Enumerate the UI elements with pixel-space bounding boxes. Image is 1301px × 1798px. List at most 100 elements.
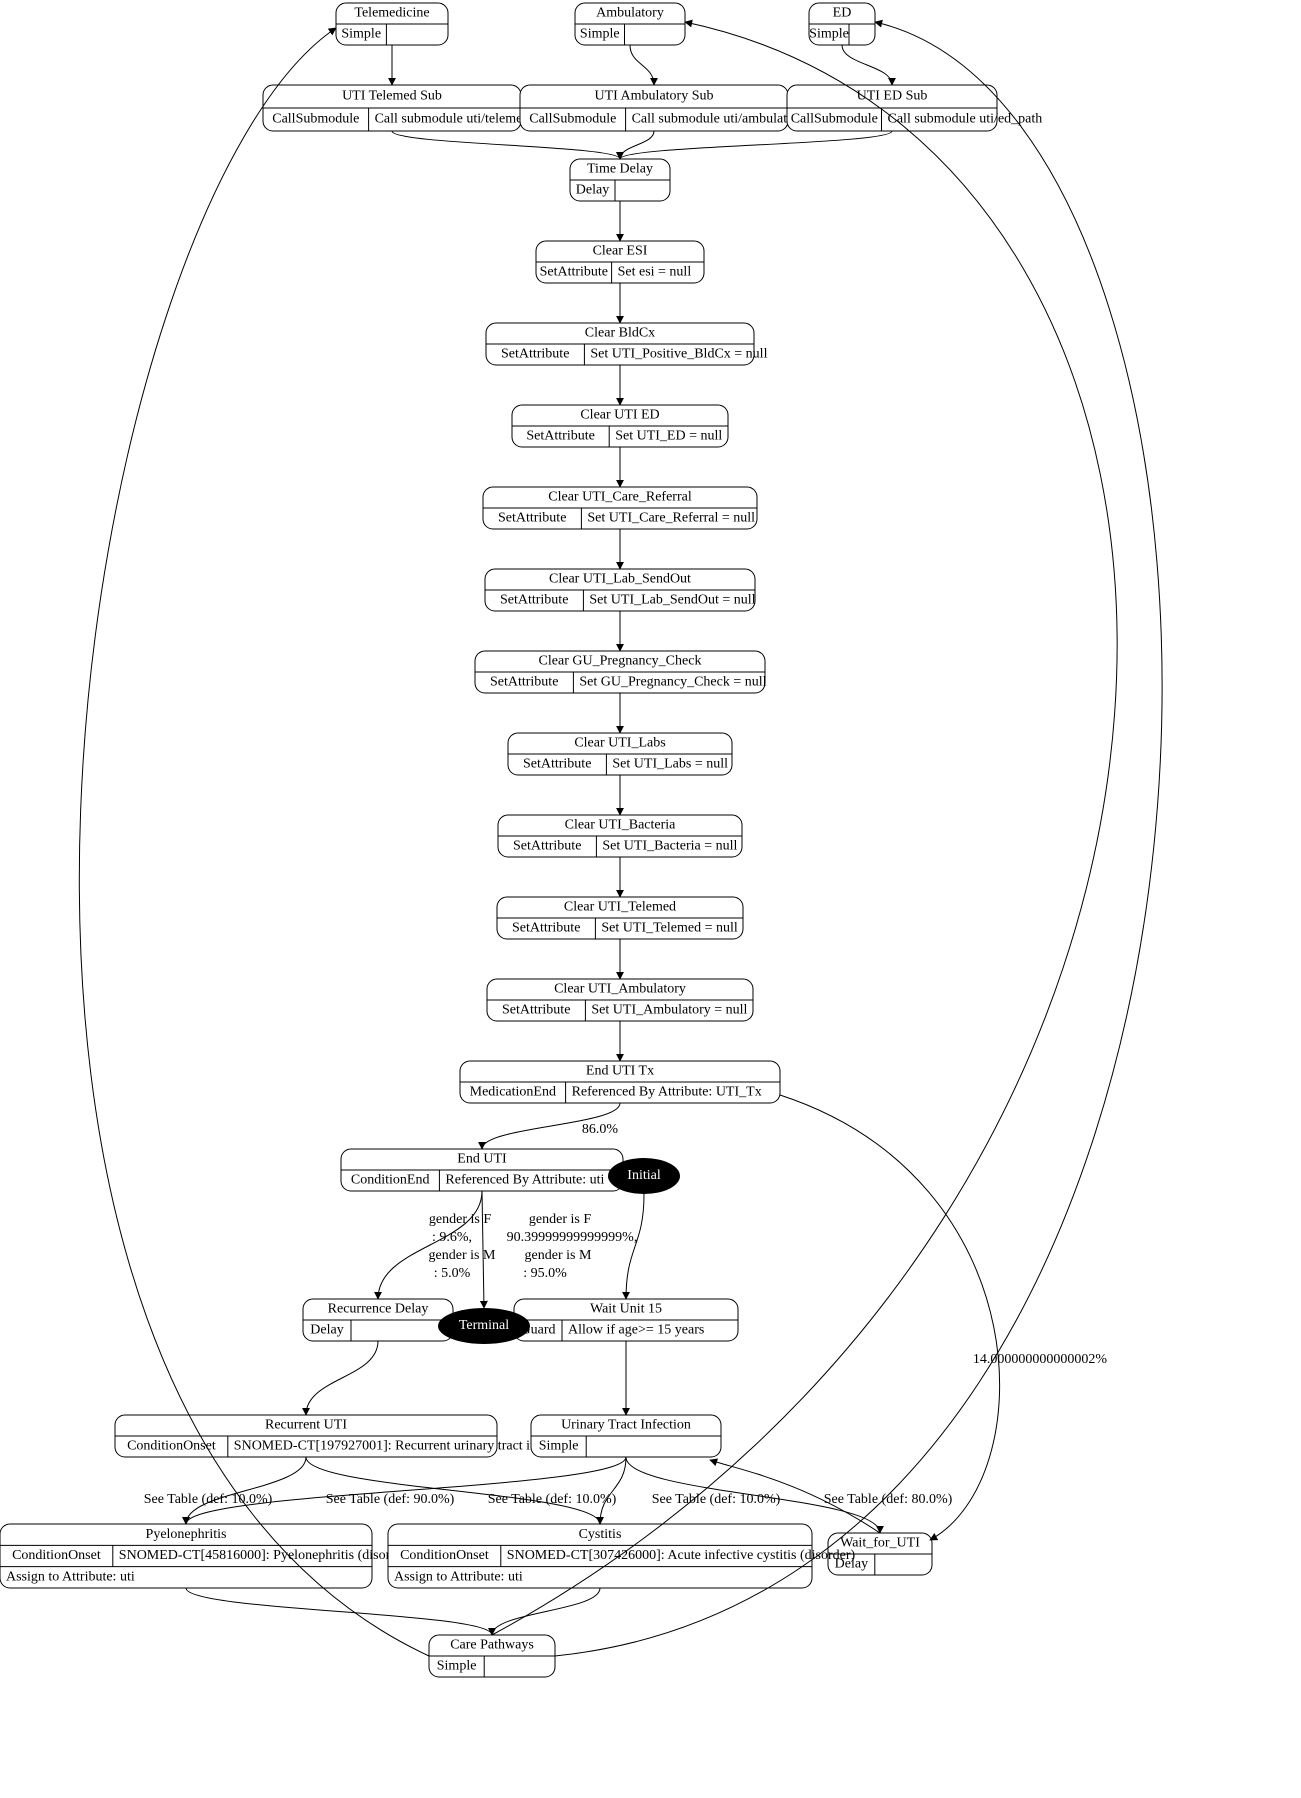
- node-cell-type: Delay: [576, 183, 609, 198]
- node-uti_telemed_sub: UTI Telemed SubCallSubmoduleCall submodu…: [263, 85, 560, 131]
- node-title: End UTI: [457, 1152, 507, 1167]
- edge-uti_ed_sub-time_delay: [620, 131, 892, 159]
- node-cell-text: Assign to Attribute: uti: [6, 1570, 135, 1585]
- node-end_uti_tx: End UTI TxMedicationEndReferenced By Att…: [460, 1061, 780, 1103]
- node-title: ED: [833, 6, 852, 21]
- node-clear_uti_bacteria: Clear UTI_Bacteria SetAttribute Set UTI_Ba…: [498, 815, 742, 857]
- node-cell-text: Set UTI_Labs = null: [612, 757, 728, 772]
- node-title: Clear BldCx: [585, 326, 655, 341]
- node-clear_uti_lab_sendout: Clear UTI_Lab_SendOutSetAttributeSet UTI…: [485, 569, 756, 611]
- node-title: Cystitis: [579, 1527, 622, 1542]
- node-clear_uti_care_referral: Clear UTI_Care_ReferralSetAttributeSet U…: [483, 487, 757, 529]
- node-title: Wait Unit 15: [590, 1302, 662, 1317]
- edge-recurrence_delay-recurrent_uti: [306, 1341, 378, 1415]
- node-title: UTI Ambulatory Sub: [595, 89, 714, 104]
- node-wait_unit_15: Wait Unit 15GuardAllow if age>= 15 years: [514, 1299, 738, 1341]
- node-clear_uti_telemed: Clear UTI_TelemedSetAttributeSet UTI_Tel…: [497, 897, 743, 939]
- node-title: Urinary Tract Infection: [561, 1418, 691, 1433]
- node-care_pathways: Care Pathways Simple: [429, 1635, 555, 1677]
- node-cell-text: Set esi = null: [618, 265, 692, 280]
- node-cell-text: Referenced By Attribute: UTI_Tx: [572, 1085, 762, 1100]
- special-node-label: Terminal: [459, 1318, 509, 1333]
- edge-recurrent_uti-cystitis: [306, 1457, 600, 1524]
- node-cell-type: ConditionOnset: [400, 1548, 489, 1563]
- node-cell-type: ConditionEnd: [351, 1173, 430, 1188]
- node-cystitis: Cystitis ConditionOnset SNOMED-CT[30742600…: [388, 1524, 856, 1588]
- node-cell-text: Set GU_Pregnancy_Check = null: [579, 675, 766, 690]
- node-cell-type: SetAttribute: [513, 839, 581, 854]
- node-end_uti: End UTI ConditionEnd Referenced By Attribu…: [341, 1149, 623, 1191]
- node-cell-type: SetAttribute: [502, 1003, 570, 1018]
- node-cell-type: SetAttribute: [490, 675, 558, 690]
- node-cell-type: SetAttribute: [512, 921, 580, 936]
- edge-ambulatory-uti_ambulatory_sub: [630, 45, 654, 85]
- mid-label: gender is M: [525, 1248, 592, 1263]
- node-cell-type: CallSubmodule: [529, 112, 616, 127]
- node-title: End UTI Tx: [586, 1064, 654, 1079]
- node-title: Recurrent UTI: [265, 1418, 347, 1433]
- mid-label: gender is M: [429, 1248, 496, 1263]
- node-cell-type: SetAttribute: [523, 757, 591, 772]
- node-cell-type: Simple: [437, 1659, 477, 1674]
- node-pyelonephritis: Pyelonephritis ConditionOnset SNOMED-CT[45…: [0, 1524, 413, 1588]
- node-clear_uti_labs: Clear UTI_LabsSetAttributeSet UTI_Labs =…: [508, 733, 732, 775]
- node-urinary_tract_infection: Urinary Tract Infection Simple: [531, 1415, 721, 1457]
- node-clear_uti_ambulatory: Clear UTI_Ambulatory SetAttribute Set UTI_…: [487, 979, 753, 1021]
- node-recurrence_delay: Recurrence DelayDelay: [303, 1299, 453, 1341]
- special-node-label: Initial: [627, 1168, 661, 1183]
- mid-label: 90.39999999999999%,: [507, 1230, 638, 1245]
- node-clear_bldcx: Clear BldCx SetAttribute Set UTI_Positive_…: [486, 323, 768, 365]
- node-clear_gu_pregnancy: Clear GU_Pregnancy_CheckSetAttributeSet …: [475, 651, 767, 693]
- node-time_delay: Time Delay Delay: [570, 159, 670, 201]
- node-cell-type: CallSubmodule: [272, 112, 359, 127]
- node-cell-type: Simple: [341, 27, 381, 42]
- node-title: Clear UTI_Telemed: [564, 900, 676, 915]
- node-title: UTI Telemed Sub: [342, 89, 442, 104]
- node-cell-text: Allow if age>= 15 years: [568, 1323, 704, 1338]
- node-initial: Initial: [608, 1158, 680, 1194]
- node-cell-type: Simple: [539, 1439, 579, 1454]
- mid-label: gender is F: [529, 1212, 591, 1227]
- node-title: Clear UTI ED: [580, 408, 659, 423]
- edge-cystitis-care_pathways: [492, 1588, 600, 1635]
- node-cell-text: SNOMED-CT[307426000]: Acute infective cy…: [507, 1548, 856, 1563]
- edge-label: See Table (def: 10.0%): [652, 1492, 781, 1507]
- node-cell-text: Referenced By Attribute: uti: [445, 1173, 604, 1188]
- node-clear_esi: Clear ESI SetAttribute Set esi = null: [536, 241, 704, 283]
- node-cell-text: Set UTI_Lab_SendOut = null: [589, 593, 755, 608]
- node-cell-text: Set UTI_ED = null: [615, 429, 722, 444]
- node-cell-type: SetAttribute: [526, 429, 594, 444]
- edge-recurrent_uti-pyelonephritis: [186, 1457, 306, 1524]
- node-title: Clear UTI_Ambulatory: [554, 982, 686, 997]
- node-terminal: Terminal: [438, 1308, 530, 1344]
- edge-urinary_tract_infection-cystitis: [600, 1457, 626, 1524]
- node-cell-text: Set UTI_Bacteria = null: [602, 839, 737, 854]
- edge-label: See Table (def: 10.0%): [144, 1492, 273, 1507]
- node-title: Clear UTI_Bacteria: [565, 818, 677, 833]
- node-cell-text: Assign to Attribute: uti: [394, 1570, 523, 1585]
- node-cell-type: SetAttribute: [500, 593, 568, 608]
- node-cell-text: SNOMED-CT[45816000]: Pyelonephritis (dis…: [119, 1548, 413, 1563]
- node-clear_uti_ed: Clear UTI ED SetAttribute Set UTI_ED = nul…: [512, 405, 728, 447]
- node-cell-type: SetAttribute: [501, 347, 569, 362]
- node-title: Pyelonephritis: [146, 1527, 227, 1542]
- edge-label: 86.0%: [582, 1122, 619, 1137]
- node-telemedicine: Telemedicine Simple: [336, 3, 448, 45]
- node-cell-type: CallSubmodule: [791, 112, 878, 127]
- node-cell-type: SetAttribute: [540, 265, 608, 280]
- edge-label: See Table (def: 90.0%): [326, 1492, 455, 1507]
- node-cell-text: Set UTI_Ambulatory = null: [591, 1003, 747, 1018]
- node-title: Clear ESI: [593, 244, 648, 259]
- node-cell-type: ConditionOnset: [12, 1548, 101, 1563]
- mid-label: : 95.0%: [523, 1266, 567, 1281]
- node-title: Telemedicine: [354, 6, 429, 21]
- node-ed: EDSimple: [809, 3, 875, 45]
- edge-initial-wait_unit_15: [626, 1194, 644, 1299]
- node-title: Care Pathways: [450, 1638, 534, 1653]
- node-ambulatory: AmbulatorySimple: [575, 3, 685, 45]
- node-cell-text: Set UTI_Care_Referral = null: [587, 511, 755, 526]
- node-cell-text: Set UTI_Positive_BldCx = null: [590, 347, 767, 362]
- edge-ed-uti_ed_sub: [842, 45, 892, 85]
- flowchart-canvas: TelemedicineSimpleAmbulatorySimpleEDSimp…: [0, 0, 1301, 1798]
- node-title: Time Delay: [587, 162, 653, 177]
